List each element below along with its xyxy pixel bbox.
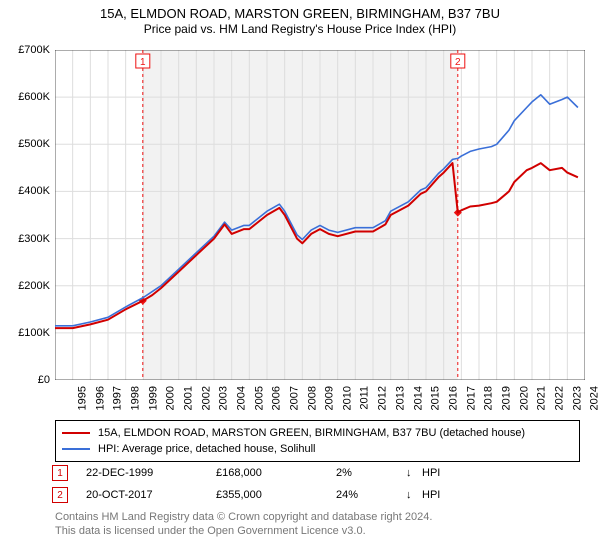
y-tick-label: £300K: [2, 233, 50, 245]
license-text: Contains HM Land Registry data © Crown c…: [55, 510, 432, 539]
license-line2: This data is licensed under the Open Gov…: [55, 524, 432, 538]
marker-hpi-label: HPI: [422, 467, 440, 479]
legend-label: 15A, ELMDON ROAD, MARSTON GREEN, BIRMING…: [98, 427, 525, 439]
x-tick-label: 2004: [235, 386, 247, 410]
x-tick-label: 2005: [253, 386, 265, 410]
x-tick-label: 2010: [341, 386, 353, 410]
y-tick-label: £100K: [2, 327, 50, 339]
marker-badge: 2: [52, 487, 68, 503]
legend-label: HPI: Average price, detached house, Soli…: [98, 443, 316, 455]
x-tick-label: 2020: [518, 386, 530, 410]
x-tick-label: 2011: [358, 386, 370, 410]
x-tick-label: 1995: [76, 386, 88, 410]
marker-hpi-label: HPI: [422, 489, 440, 501]
y-tick-label: £600K: [2, 91, 50, 103]
marker-price: £355,000: [216, 489, 336, 501]
x-tick-label: 2008: [306, 386, 318, 410]
x-tick-label: 1999: [147, 386, 159, 410]
x-tick-label: 2023: [571, 386, 583, 410]
marker-badge: 1: [52, 465, 68, 481]
title-block: 15A, ELMDON ROAD, MARSTON GREEN, BIRMING…: [0, 0, 600, 37]
y-tick-label: £500K: [2, 138, 50, 150]
legend-swatch: [62, 432, 90, 434]
y-tick-label: £0: [2, 374, 50, 386]
license-line1: Contains HM Land Registry data © Crown c…: [55, 510, 432, 524]
legend-box: 15A, ELMDON ROAD, MARSTON GREEN, BIRMING…: [55, 420, 580, 462]
legend-row: 15A, ELMDON ROAD, MARSTON GREEN, BIRMING…: [62, 425, 573, 441]
x-tick-label: 2006: [271, 386, 283, 410]
marker-row: 1 22-DEC-1999£168,0002%↓HPI: [52, 462, 440, 484]
y-tick-label: £400K: [2, 185, 50, 197]
x-tick-label: 2018: [483, 386, 495, 410]
marker-pct: 24%: [336, 489, 406, 501]
marker-date: 22-DEC-1999: [86, 467, 216, 479]
marker-price: £168,000: [216, 467, 336, 479]
plot-area: 12: [55, 50, 585, 380]
x-tick-label: 2000: [165, 386, 177, 410]
svg-text:1: 1: [140, 57, 146, 68]
title-line1: 15A, ELMDON ROAD, MARSTON GREEN, BIRMING…: [0, 6, 600, 22]
x-tick-label: 2021: [536, 386, 548, 410]
x-tick-label: 2013: [394, 386, 406, 410]
y-tick-label: £700K: [2, 44, 50, 56]
x-tick-label: 2001: [182, 386, 194, 410]
x-tick-label: 2012: [377, 386, 389, 410]
x-tick-label: 2003: [218, 386, 230, 410]
marker-table: 1 22-DEC-1999£168,0002%↓HPI 2 20-OCT-2017£3…: [52, 462, 440, 506]
x-tick-label: 2017: [465, 386, 477, 410]
x-tick-label: 2019: [500, 386, 512, 410]
x-tick-label: 1998: [129, 386, 141, 410]
x-tick-label: 2009: [324, 386, 336, 410]
x-tick-label: 2022: [553, 386, 565, 410]
title-line2: Price paid vs. HM Land Registry's House …: [0, 22, 600, 37]
x-tick-label: 2015: [430, 386, 442, 410]
plot-svg: 12: [55, 50, 585, 380]
down-arrow-icon: ↓: [406, 467, 422, 479]
marker-pct: 2%: [336, 467, 406, 479]
x-tick-label: 2024: [589, 386, 600, 410]
legend-row: HPI: Average price, detached house, Soli…: [62, 441, 573, 457]
x-tick-label: 2014: [412, 386, 424, 410]
x-tick-label: 1997: [112, 386, 124, 410]
x-tick-label: 2007: [288, 386, 300, 410]
marker-date: 20-OCT-2017: [86, 489, 216, 501]
x-tick-label: 1996: [94, 386, 106, 410]
legend-swatch: [62, 448, 90, 450]
marker-row: 2 20-OCT-2017£355,00024%↓HPI: [52, 484, 440, 506]
y-tick-label: £200K: [2, 280, 50, 292]
x-tick-label: 2002: [200, 386, 212, 410]
chart-container: 15A, ELMDON ROAD, MARSTON GREEN, BIRMING…: [0, 0, 600, 560]
x-tick-label: 2016: [447, 386, 459, 410]
svg-text:2: 2: [455, 57, 461, 68]
down-arrow-icon: ↓: [406, 489, 422, 501]
